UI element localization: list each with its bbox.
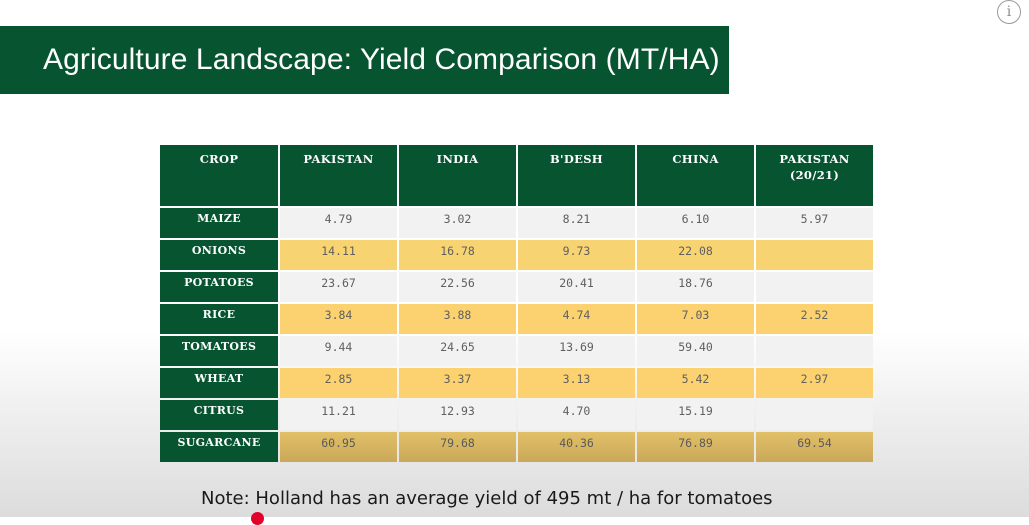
yield-value-cell (756, 400, 873, 430)
yield-value-cell: 23.67 (280, 272, 397, 302)
yield-value-cell: 2.52 (756, 304, 873, 334)
table-row: SUGARCANE 60.95 79.68 40.36 76.89 69.54 (160, 432, 873, 462)
yield-value-cell: 16.78 (399, 240, 516, 270)
table-row: TOMATOES 9.44 24.65 13.69 59.40 (160, 336, 873, 366)
yield-value-cell: 40.36 (518, 432, 635, 462)
crop-name-cell: POTATOES (160, 272, 278, 302)
yield-comparison-table: CROP PAKISTAN INDIA B'DESH CHINA PAKISTA… (158, 143, 875, 464)
yield-value-cell: 7.03 (637, 304, 754, 334)
yield-value-cell: 8.21 (518, 208, 635, 238)
yield-value-cell: 5.42 (637, 368, 754, 398)
header-bdesh: B'DESH (518, 145, 635, 206)
yield-value-cell: 9.44 (280, 336, 397, 366)
yield-value-cell (756, 240, 873, 270)
table-row: WHEAT 2.85 3.37 3.13 5.42 2.97 (160, 368, 873, 398)
yield-value-cell: 3.02 (399, 208, 516, 238)
crop-name-cell: MAIZE (160, 208, 278, 238)
yield-value-cell: 22.08 (637, 240, 754, 270)
crop-name-cell: CITRUS (160, 400, 278, 430)
yield-value-cell: 24.65 (399, 336, 516, 366)
crop-name-cell: RICE (160, 304, 278, 334)
yield-value-cell: 18.76 (637, 272, 754, 302)
yield-value-cell: 3.13 (518, 368, 635, 398)
table-row: ONIONS 14.11 16.78 9.73 22.08 (160, 240, 873, 270)
yield-value-cell (756, 336, 873, 366)
yield-value-cell: 79.68 (399, 432, 516, 462)
yield-value-cell: 4.74 (518, 304, 635, 334)
yield-value-cell: 60.95 (280, 432, 397, 462)
yield-value-cell: 69.54 (756, 432, 873, 462)
header-crop: CROP (160, 145, 278, 206)
table-row: CITRUS 11.21 12.93 4.70 15.19 (160, 400, 873, 430)
header-china: CHINA (637, 145, 754, 206)
header-pakistan: PAKISTAN (280, 145, 397, 206)
slide-note: Note: Holland has an average yield of 49… (201, 488, 773, 509)
table-row: RICE 3.84 3.88 4.74 7.03 2.52 (160, 304, 873, 334)
yield-value-cell: 4.79 (280, 208, 397, 238)
yield-value-cell: 14.11 (280, 240, 397, 270)
header-pakistan-2021: PAKISTAN (20/21) (756, 145, 873, 206)
yield-value-cell: 3.37 (399, 368, 516, 398)
yield-value-cell: 3.88 (399, 304, 516, 334)
info-glyph: i (1006, 4, 1012, 20)
yield-value-cell: 15.19 (637, 400, 754, 430)
yield-value-cell: 20.41 (518, 272, 635, 302)
yield-value-cell: 12.93 (399, 400, 516, 430)
yield-value-cell: 2.85 (280, 368, 397, 398)
yield-value-cell: 76.89 (637, 432, 754, 462)
yield-value-cell: 5.97 (756, 208, 873, 238)
yield-value-cell: 6.10 (637, 208, 754, 238)
yield-value-cell: 22.56 (399, 272, 516, 302)
header-india: INDIA (399, 145, 516, 206)
slide-title: Agriculture Landscape: Yield Comparison … (43, 43, 720, 76)
yield-value-cell: 59.40 (637, 336, 754, 366)
info-icon[interactable]: i (997, 0, 1021, 24)
crop-name-cell: ONIONS (160, 240, 278, 270)
table-row: POTATOES 23.67 22.56 20.41 18.76 (160, 272, 873, 302)
yield-value-cell (756, 272, 873, 302)
yield-value-cell: 9.73 (518, 240, 635, 270)
yield-value-cell: 4.70 (518, 400, 635, 430)
crop-name-cell: WHEAT (160, 368, 278, 398)
table-row: MAIZE 4.79 3.02 8.21 6.10 5.97 (160, 208, 873, 238)
pointer-dot (251, 512, 264, 525)
yield-value-cell: 3.84 (280, 304, 397, 334)
crop-name-cell: TOMATOES (160, 336, 278, 366)
yield-value-cell: 11.21 (280, 400, 397, 430)
yield-value-cell: 13.69 (518, 336, 635, 366)
slide-title-bar: Agriculture Landscape: Yield Comparison … (0, 26, 729, 94)
crop-name-cell: SUGARCANE (160, 432, 278, 462)
yield-value-cell: 2.97 (756, 368, 873, 398)
table-header-row: CROP PAKISTAN INDIA B'DESH CHINA PAKISTA… (160, 145, 873, 206)
